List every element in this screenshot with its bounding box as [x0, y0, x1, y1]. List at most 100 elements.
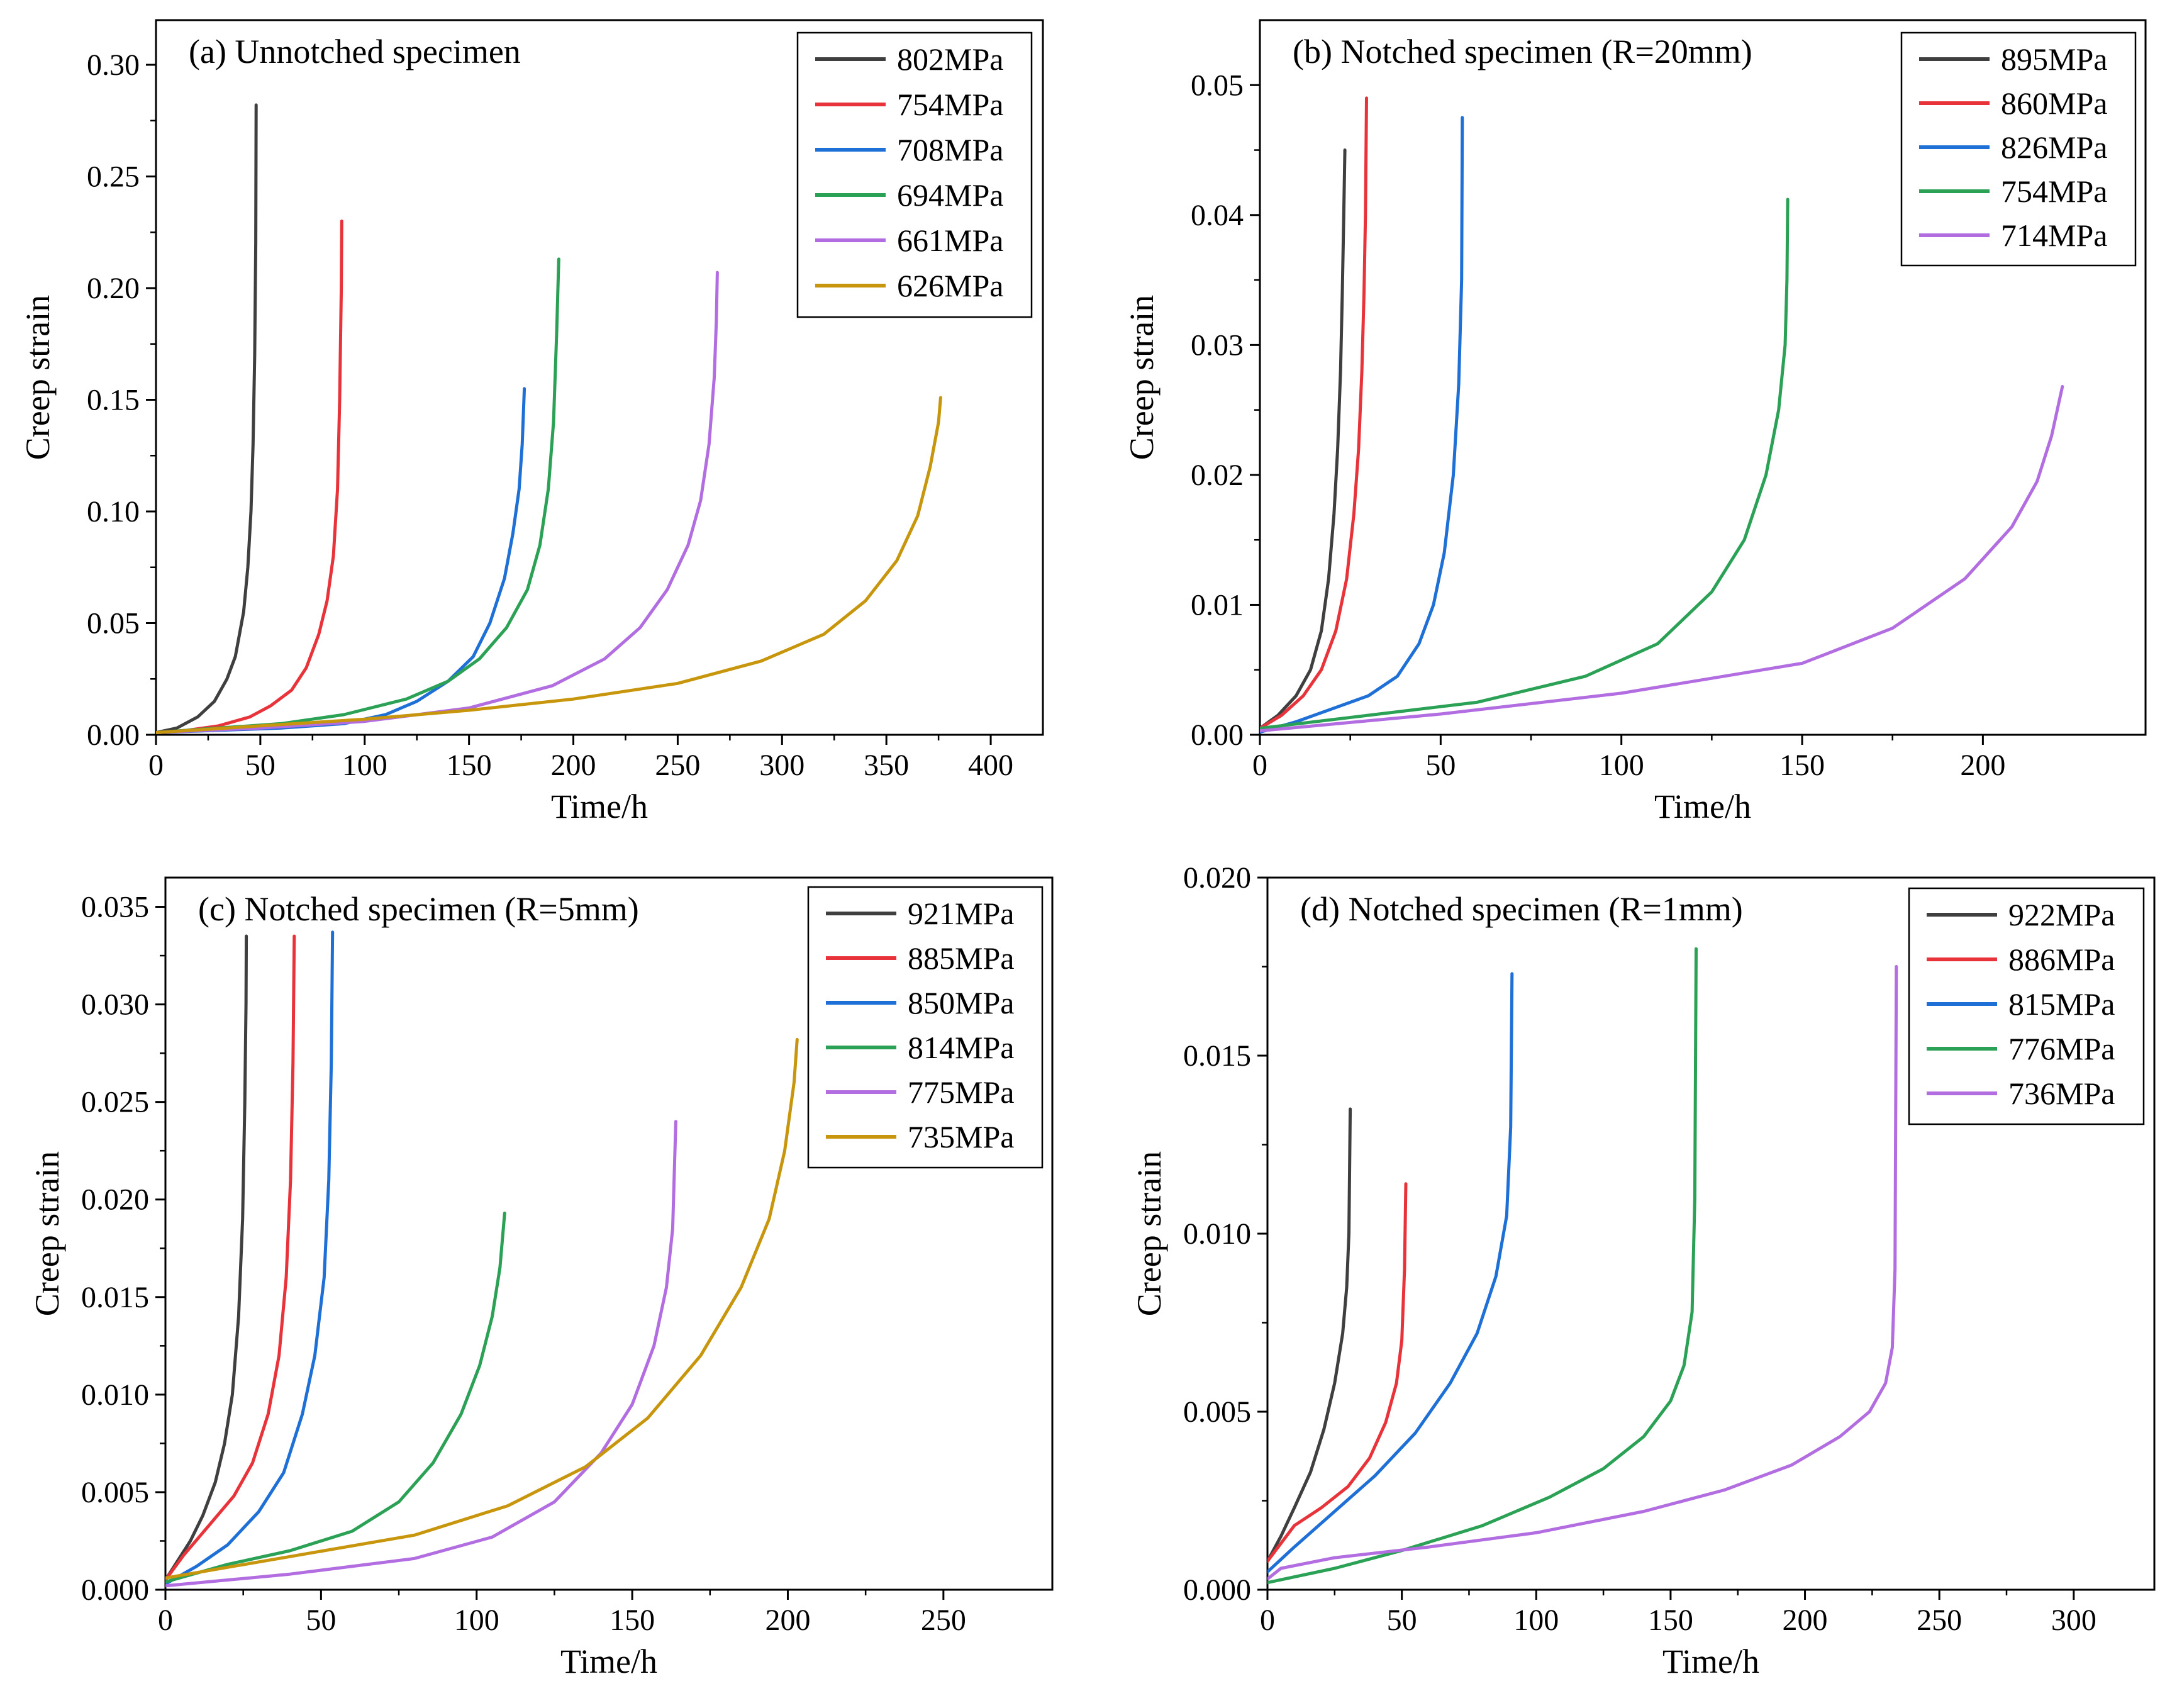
- chart-panel-2: 0 50 100 150 200 0.00 0.01 0.02 0.03 0.04 0.05 Time…: [1123, 19, 2147, 825]
- y-tick-label: 0.04: [1191, 199, 1244, 232]
- legend-label: 814MPa: [908, 1030, 1014, 1065]
- x-axis-title: Time/h: [551, 788, 648, 825]
- series-line-735MPa: [165, 1037, 799, 1580]
- legend-label: 661MPa: [897, 223, 1003, 258]
- y-tick-label: 0.01: [1191, 588, 1244, 622]
- y-tick-label: 0.005: [1183, 1395, 1251, 1429]
- x-tick-label: 100: [454, 1604, 499, 1637]
- series-line-661MPa: [156, 271, 719, 734]
- series-line-736MPa: [1267, 965, 1898, 1581]
- series-line-776MPa: [1267, 947, 1698, 1585]
- x-tick-label: 100: [1513, 1604, 1559, 1637]
- series-group: [165, 930, 799, 1588]
- series-group: [1260, 96, 2064, 734]
- y-tick-label: 0.30: [87, 48, 140, 82]
- x-tick-label: 200: [1783, 1604, 1828, 1637]
- x-tick-label: 50: [1425, 749, 1456, 782]
- series-line-886MPa: [1267, 1182, 1408, 1563]
- chart-panel-1: 0 50 100 150 200 250 300 350 400 0.00 0.05 0.10 0.15…: [19, 19, 1044, 825]
- y-tick-label: 0.20: [87, 272, 140, 305]
- x-tick-label: 200: [551, 749, 596, 782]
- x-axis-title: Time/h: [1654, 788, 1751, 825]
- y-tick-label: 0.15: [87, 384, 140, 417]
- series-line-826MPa: [1260, 116, 1464, 734]
- chart-panel-4: 0 50 100 150 200 250 300 0.000 0.005 0.010 0.015 0.…: [1130, 861, 2156, 1680]
- x-tick-label: 350: [864, 749, 909, 782]
- series-line-850MPa: [165, 930, 335, 1586]
- legend-label: 826MPa: [2001, 130, 2107, 165]
- y-tick-label: 0.02: [1191, 459, 1244, 492]
- legend-label: 886MPa: [2008, 942, 2115, 977]
- series-line-626MPa: [156, 396, 942, 734]
- legend-label: 860MPa: [2001, 86, 2107, 121]
- legend: 895MPa 860MPa 826MPa 754MPa 714MPa: [1900, 31, 2137, 267]
- legend-box: [1908, 887, 2145, 1125]
- x-tick-label: 100: [1599, 749, 1644, 782]
- legend-label: 694MPa: [897, 177, 1003, 213]
- panel-title: (b) Notched specimen (R=20mm): [1293, 33, 1752, 70]
- legend-box: [807, 886, 1044, 1169]
- legend-label: 885MPa: [908, 941, 1014, 976]
- x-tick-label: 200: [765, 1604, 810, 1637]
- y-tick-label: 0.020: [81, 1183, 149, 1217]
- y-tick-label: 0.03: [1191, 328, 1244, 362]
- legend-label: 736MPa: [2008, 1076, 2115, 1111]
- x-tick-label: 300: [759, 749, 805, 782]
- y-tick-label: 0.00: [87, 718, 140, 752]
- x-tick-label: 50: [245, 749, 276, 782]
- y-tick-label: 0.005: [81, 1476, 149, 1509]
- series-line-714MPa: [1260, 385, 2064, 733]
- series-line-815MPa: [1267, 972, 1514, 1574]
- y-tick-label: 0.000: [81, 1573, 149, 1607]
- x-tick-label: 400: [968, 749, 1013, 782]
- y-tick-label: 0.010: [81, 1378, 149, 1412]
- plot-frame: [1259, 19, 2147, 736]
- legend: 922MPa 886MPa 815MPa 776MPa 736MPa: [1908, 887, 2145, 1125]
- legend-label: 802MPa: [897, 42, 1003, 77]
- legend-label: 735MPa: [908, 1119, 1014, 1154]
- series-line-860MPa: [1260, 96, 1368, 730]
- legend: 921MPa 885MPa 850MPa 814MPa 775MPa 735MPa: [807, 886, 1044, 1169]
- series-line-814MPa: [165, 1211, 506, 1584]
- y-axis-title: Creep strain: [28, 1151, 66, 1316]
- plot-frame: [164, 876, 1054, 1591]
- y-axis-title: Creep strain: [19, 295, 57, 460]
- plot-frame: [155, 19, 1044, 736]
- y-tick-label: 0.000: [1183, 1573, 1251, 1607]
- series-line-754MPa: [156, 220, 343, 734]
- x-tick-label: 50: [306, 1604, 336, 1637]
- x-tick-label: 150: [1648, 1604, 1693, 1637]
- y-tick-label: 0.035: [81, 891, 149, 924]
- x-tick-label: 250: [921, 1604, 966, 1637]
- legend-label: 626MPa: [897, 268, 1003, 303]
- y-tick-label: 0.015: [81, 1281, 149, 1314]
- panel-title: (d) Notched specimen (R=1mm): [1300, 890, 1743, 928]
- y-tick-label: 0.020: [1183, 861, 1251, 895]
- x-tick-label: 100: [342, 749, 387, 782]
- y-tick-label: 0.05: [1191, 69, 1244, 102]
- legend-label: 921MPa: [908, 896, 1014, 931]
- legend: 802MPa 754MPa 708MPa 694MPa 661MPa 626MPa: [796, 31, 1033, 318]
- legend-label: 776MPa: [2008, 1031, 2115, 1066]
- y-axis-title: Creep strain: [1123, 295, 1161, 460]
- x-tick-label: 300: [2051, 1604, 2096, 1637]
- x-tick-label: 0: [158, 1604, 173, 1637]
- x-tick-label: 250: [655, 749, 700, 782]
- x-tick-label: 50: [1387, 1604, 1417, 1637]
- series-line-922MPa: [1267, 1107, 1352, 1563]
- y-tick-label: 0.030: [81, 988, 149, 1022]
- legend-box: [796, 31, 1033, 318]
- legend-label: 815MPa: [2008, 986, 2115, 1022]
- legend-label: 708MPa: [897, 132, 1003, 167]
- x-tick-label: 0: [1252, 749, 1267, 782]
- legend-label: 850MPa: [908, 985, 1014, 1020]
- y-tick-label: 0.00: [1191, 718, 1244, 752]
- y-tick-label: 0.05: [87, 607, 140, 640]
- series-group: [1267, 947, 1898, 1585]
- x-tick-label: 150: [610, 1604, 655, 1637]
- x-axis-title: Time/h: [560, 1643, 657, 1680]
- x-tick-label: 250: [1917, 1604, 1962, 1637]
- legend-label: 754MPa: [2001, 174, 2107, 209]
- legend-label: 922MPa: [2008, 897, 2115, 932]
